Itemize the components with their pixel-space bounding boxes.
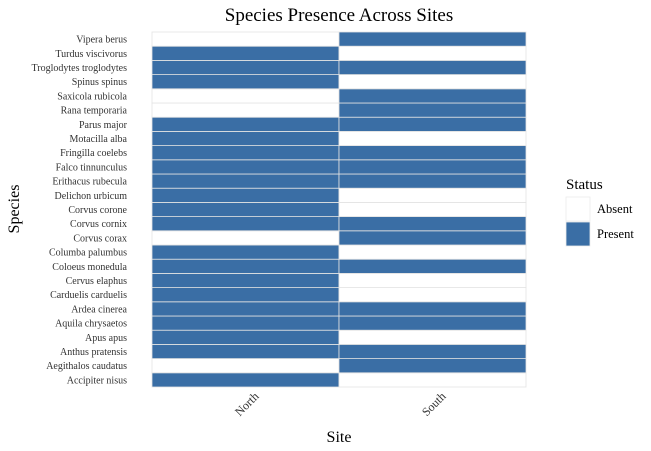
y-tick-label: Vipera berus: [76, 35, 127, 46]
heatmap-cell: [151, 343, 340, 359]
heatmap-cell: [151, 31, 340, 47]
y-tick-label: Erithacus rubecula: [52, 177, 127, 188]
y-tick-label: Corvus cornix: [70, 219, 127, 230]
heatmap-cell: [151, 301, 340, 317]
heatmap-cell: [151, 173, 340, 189]
heatmap-cell: [338, 315, 527, 331]
heatmap-cell: [338, 130, 527, 146]
y-tick-label: Corvus corone: [68, 205, 127, 216]
x-tick-label: North: [232, 389, 262, 419]
heatmap-cell: [151, 216, 340, 232]
y-tick-label: Falco tinnunculus: [56, 162, 127, 173]
heatmap-cell: [151, 74, 340, 90]
heatmap-cell: [338, 102, 527, 118]
y-tick-label: Carduelis carduelis: [50, 290, 127, 301]
heatmap-cell: [151, 145, 340, 161]
y-tick-label: Coloeus monedula: [52, 262, 127, 273]
heatmap-cell: [151, 116, 340, 132]
heatmap-cell: [151, 187, 340, 203]
heatmap-cell: [151, 315, 340, 331]
legend-key-present: [565, 221, 591, 247]
x-tick-labels: North South: [232, 389, 449, 419]
heatmap-cell: [338, 187, 527, 203]
heatmap-cell: [151, 329, 340, 345]
heatmap-cell: [151, 272, 340, 288]
y-tick-labels: Accipiter nisus Aegithalos caudatus Anthus…: [32, 35, 128, 387]
heatmap-cell: [151, 358, 340, 374]
legend-key-absent: [565, 196, 591, 222]
y-tick-label: Aegithalos caudatus: [46, 361, 127, 372]
heatmap-cell: [338, 358, 527, 374]
legend: Status Absent Present: [565, 177, 634, 247]
heatmap-cell: [151, 201, 340, 217]
heatmap-cell: [151, 230, 340, 246]
heatmap-cell: [338, 173, 527, 189]
heatmap-cell: [151, 130, 340, 146]
heatmap-cell: [338, 244, 527, 260]
heatmap-cell: [151, 258, 340, 274]
chart-title: Species Presence Across Sites: [225, 5, 453, 26]
legend-title: Status: [566, 177, 603, 193]
y-tick-label: Corvus corax: [73, 233, 127, 244]
y-tick-label: Anthus pratensis: [60, 347, 127, 358]
heatmap-cell: [338, 301, 527, 317]
heatmap-cell: [151, 45, 340, 61]
heatmap-cells: [151, 31, 527, 388]
y-tick-label: Motacilla alba: [70, 134, 128, 145]
y-tick-label: Saxicola rubicola: [57, 91, 127, 102]
y-axis-title: Species: [6, 185, 23, 234]
heatmap-cell: [338, 272, 527, 288]
heatmap-cell: [338, 145, 527, 161]
heatmap-cell: [151, 372, 340, 388]
heatmap-cell: [338, 343, 527, 359]
heatmap-cell: [151, 244, 340, 260]
heatmap-cell: [151, 287, 340, 303]
heatmap-cell: [338, 88, 527, 104]
heatmap-cell: [338, 230, 527, 246]
y-tick-label: Fringilla coelebs: [60, 148, 127, 159]
y-tick-label: Delichon urbicum: [55, 191, 128, 202]
legend-label-present: Present: [597, 227, 634, 241]
y-tick-label: Cervus elaphus: [66, 276, 127, 287]
heatmap-cell: [338, 201, 527, 217]
legend-label-absent: Absent: [597, 202, 633, 216]
heatmap-cell: [151, 60, 340, 76]
y-tick-label: Ardea cinerea: [71, 304, 127, 315]
y-tick-label: Rana temporaria: [61, 106, 128, 117]
heatmap-cell: [151, 88, 340, 104]
x-tick-label: South: [419, 389, 449, 419]
heatmap-cell: [151, 159, 340, 175]
heatmap-cell: [338, 60, 527, 76]
y-tick-label: Apus apus: [85, 333, 127, 344]
y-tick-label: Columba palumbus: [49, 248, 127, 259]
y-tick-label: Troglodytes troglodytes: [32, 63, 128, 74]
y-tick-label: Turdus viscivorus: [55, 49, 127, 60]
x-axis-title: Site: [327, 429, 352, 446]
y-tick-label: Parus major: [79, 120, 128, 131]
heatmap-cell: [338, 116, 527, 132]
heatmap-cell: [151, 102, 340, 118]
heatmap-cell: [338, 372, 527, 388]
y-tick-label: Accipiter nisus: [67, 375, 127, 386]
heatmap-cell: [338, 287, 527, 303]
heatmap-cell: [338, 216, 527, 232]
y-tick-label: Aquila chrysaetos: [55, 319, 127, 330]
y-tick-label: Spinus spinus: [72, 77, 127, 88]
heatmap-cell: [338, 329, 527, 345]
heatmap-cell: [338, 258, 527, 274]
heatmap-cell: [338, 45, 527, 61]
heatmap-cell: [338, 31, 527, 47]
heatmap-cell: [338, 74, 527, 90]
heatmap-cell: [338, 159, 527, 175]
